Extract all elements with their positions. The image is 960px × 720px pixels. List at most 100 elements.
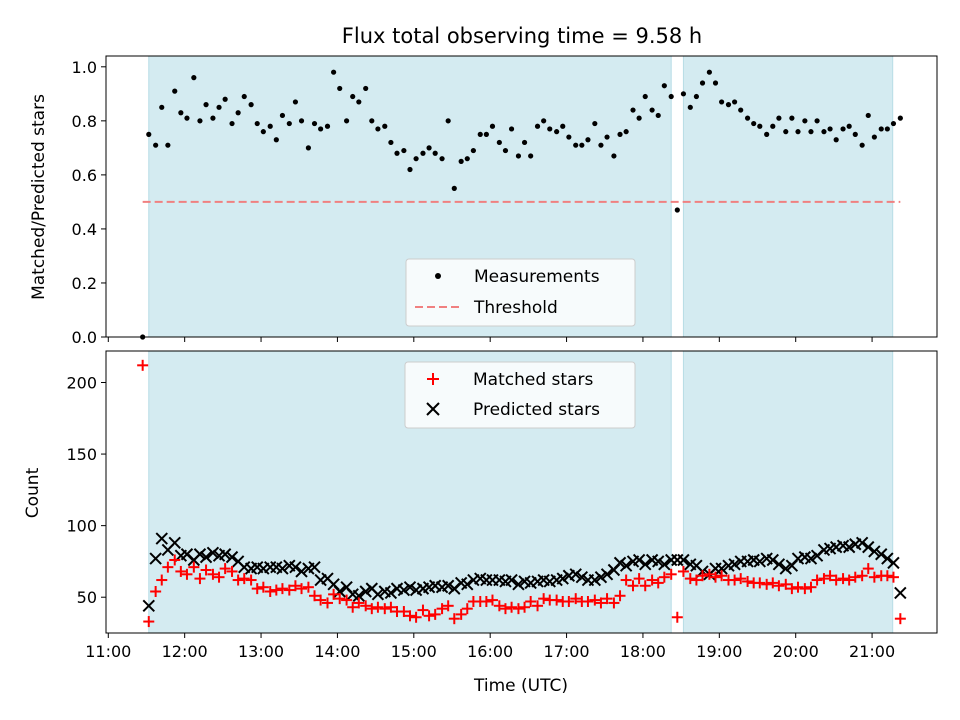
matched-star-point bbox=[328, 588, 340, 600]
predicted-star-point bbox=[289, 560, 302, 574]
measurement-point bbox=[496, 139, 502, 146]
matched-star-point bbox=[792, 581, 804, 593]
y-tick-label: 0.2 bbox=[72, 274, 97, 293]
matched-star-point bbox=[742, 575, 754, 587]
y-tick-label: 200 bbox=[66, 373, 97, 392]
measurement-point bbox=[636, 115, 642, 121]
measurement-point bbox=[814, 118, 820, 124]
predicted-star-point bbox=[753, 555, 767, 568]
predicted-star-point bbox=[868, 545, 881, 558]
predicted-star-point bbox=[766, 553, 779, 567]
measurement-point bbox=[560, 123, 566, 129]
measurement-point bbox=[191, 75, 197, 81]
matched-star-point bbox=[296, 583, 308, 595]
matched-star-point bbox=[455, 608, 467, 620]
ratio-plot-frame bbox=[105, 55, 938, 338]
matched-star-point bbox=[353, 597, 365, 609]
predicted-star-point bbox=[804, 552, 818, 565]
matched-star-point bbox=[703, 568, 715, 580]
matched-star-point bbox=[321, 597, 333, 609]
matched-star-point bbox=[302, 581, 314, 593]
matched-star-point bbox=[646, 574, 658, 586]
matched-star-point bbox=[716, 570, 728, 582]
predicted-star-point bbox=[779, 562, 792, 575]
measurement-point bbox=[305, 145, 312, 151]
measurement-point bbox=[725, 102, 732, 108]
measurement-point bbox=[197, 118, 203, 124]
measurement-point bbox=[604, 134, 610, 140]
matched-star-point bbox=[608, 597, 620, 609]
matched-star-point bbox=[881, 570, 893, 582]
measurement-point bbox=[267, 123, 273, 129]
matched-star-point bbox=[429, 608, 441, 620]
measurement-point bbox=[248, 102, 254, 108]
ratio-panel: 0.0 0.2 0.4 0.6 0.8 1.0 Matched/Predicted sta… bbox=[29, 55, 938, 347]
measurement-point bbox=[783, 129, 789, 135]
predicted-star-point bbox=[308, 560, 321, 574]
measurement-point bbox=[738, 107, 744, 113]
measurement-point bbox=[623, 129, 629, 135]
counts-legend-box bbox=[404, 361, 636, 429]
matched-star-point bbox=[811, 574, 823, 586]
measurement-point bbox=[464, 156, 470, 162]
predicted-star-point bbox=[569, 568, 582, 581]
matched-star-point bbox=[595, 597, 607, 609]
predicted-star-point bbox=[441, 579, 455, 592]
measurement-point bbox=[630, 107, 636, 113]
matched-star-point bbox=[379, 603, 391, 615]
measurement-point bbox=[547, 126, 553, 132]
matched-star-point bbox=[786, 583, 798, 595]
measurement-point bbox=[483, 131, 489, 137]
observing-window bbox=[682, 350, 894, 634]
measurement-point bbox=[401, 147, 407, 154]
matched-star-point bbox=[658, 571, 670, 583]
predicted-star-point bbox=[652, 555, 665, 568]
measurement-point bbox=[356, 99, 362, 105]
measurement-point bbox=[859, 142, 865, 148]
measurement-point bbox=[789, 115, 795, 121]
matched-star-point bbox=[219, 563, 231, 575]
measurement-point bbox=[420, 150, 426, 156]
measurement-point bbox=[878, 126, 884, 132]
measurement-point bbox=[808, 129, 814, 135]
y-tick-label: 100 bbox=[66, 517, 97, 536]
matched-star-point bbox=[894, 613, 906, 625]
matched-stars-points bbox=[137, 359, 906, 628]
matched-star-point bbox=[773, 580, 785, 592]
observing-window bbox=[682, 55, 894, 338]
matched-star-point bbox=[761, 578, 773, 590]
predicted-star-point bbox=[199, 550, 213, 564]
matched-star-point bbox=[175, 565, 187, 577]
predicted-star-point bbox=[855, 536, 869, 550]
matched-star-point bbox=[188, 561, 200, 573]
measurement-point bbox=[382, 123, 388, 129]
matched-star-point bbox=[315, 594, 327, 606]
ratio-x-ticks bbox=[107, 337, 873, 342]
measurement-point bbox=[668, 93, 674, 100]
measurement-point bbox=[661, 83, 667, 89]
measurement-point bbox=[222, 96, 228, 102]
x-tick-label: 17:00 bbox=[544, 642, 590, 661]
predicted-star-point bbox=[276, 562, 289, 575]
measurement-point bbox=[203, 102, 209, 108]
measurement-point bbox=[470, 147, 476, 154]
measurement-point bbox=[273, 137, 279, 143]
matched-star-point bbox=[372, 601, 384, 613]
measurement-point bbox=[369, 118, 375, 124]
matched-star-point bbox=[652, 577, 664, 589]
predicted-star-point bbox=[512, 578, 525, 591]
measurement-point bbox=[611, 153, 617, 159]
matched-star-point bbox=[627, 580, 639, 592]
counts-legend: Matched stars Predicted stars bbox=[404, 361, 636, 429]
measurement-point bbox=[407, 166, 413, 173]
matched-star-point bbox=[341, 594, 353, 606]
matched-star-point bbox=[767, 577, 779, 589]
predicted-star-point bbox=[772, 558, 786, 571]
legend-matched-marker bbox=[427, 373, 439, 385]
predicted-star-point bbox=[505, 573, 518, 587]
measurement-point bbox=[311, 120, 318, 127]
measurement-point bbox=[445, 118, 451, 124]
predicted-star-point bbox=[842, 540, 856, 554]
measurement-point bbox=[451, 185, 457, 191]
y-tick-label: 50 bbox=[77, 588, 97, 607]
